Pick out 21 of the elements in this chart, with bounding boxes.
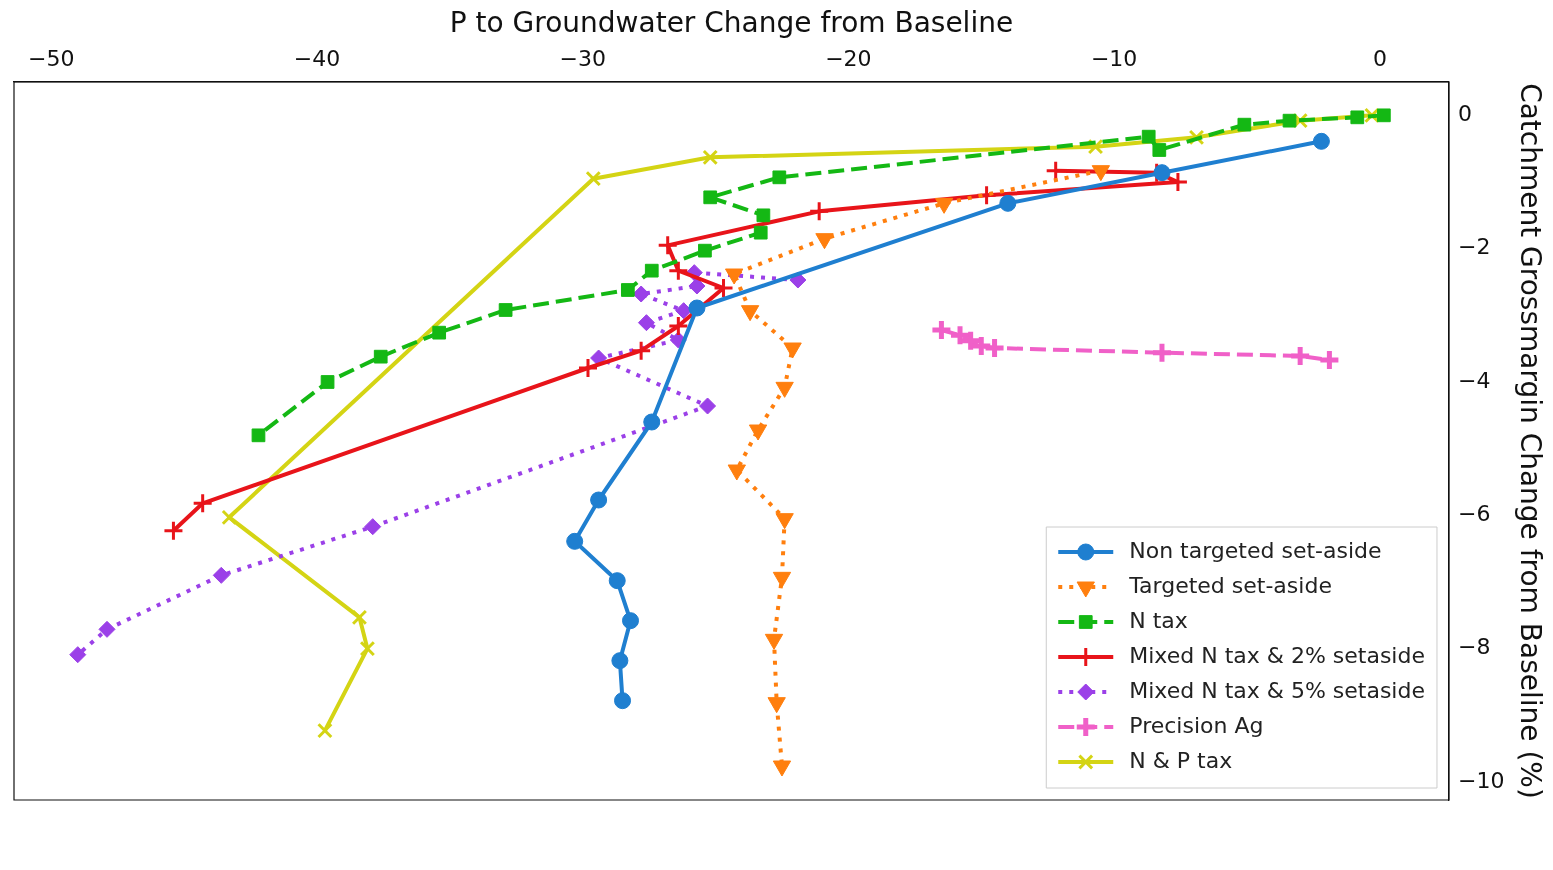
y-tick-label: −10 <box>1457 767 1505 793</box>
y-axis-title: Catchment Grossmargin Change from Baseline (%) <box>1513 83 1547 799</box>
x-tick-label: 0 <box>1372 45 1387 71</box>
x-tick-label: −30 <box>559 45 606 71</box>
x-axis-title: P to Groundwater Change from Baseline <box>449 6 1014 40</box>
y-tick-label: 0 <box>1457 101 1472 127</box>
y-tick-label: −2 <box>1457 234 1491 260</box>
x-tick-label: −40 <box>293 45 341 71</box>
x-tick-label: −20 <box>825 45 872 71</box>
legend-label: N tax <box>1129 607 1188 633</box>
y-tick-label: −8 <box>1457 634 1491 660</box>
x-tick-label: −50 <box>27 45 75 71</box>
legend-label: N & P tax <box>1129 747 1233 773</box>
y-tick-label: −6 <box>1457 501 1491 527</box>
legend-label: Mixed N tax & 2% setaside <box>1129 642 1425 668</box>
legend-label: Mixed N tax & 5% setaside <box>1129 677 1425 703</box>
legend-label: Non targeted set-aside <box>1129 537 1382 563</box>
legend-label: Precision Ag <box>1129 712 1264 738</box>
legend-label: Targeted set-aside <box>1128 572 1332 598</box>
y-tick-label: −4 <box>1457 367 1491 393</box>
x-tick-label: −10 <box>1090 45 1138 71</box>
